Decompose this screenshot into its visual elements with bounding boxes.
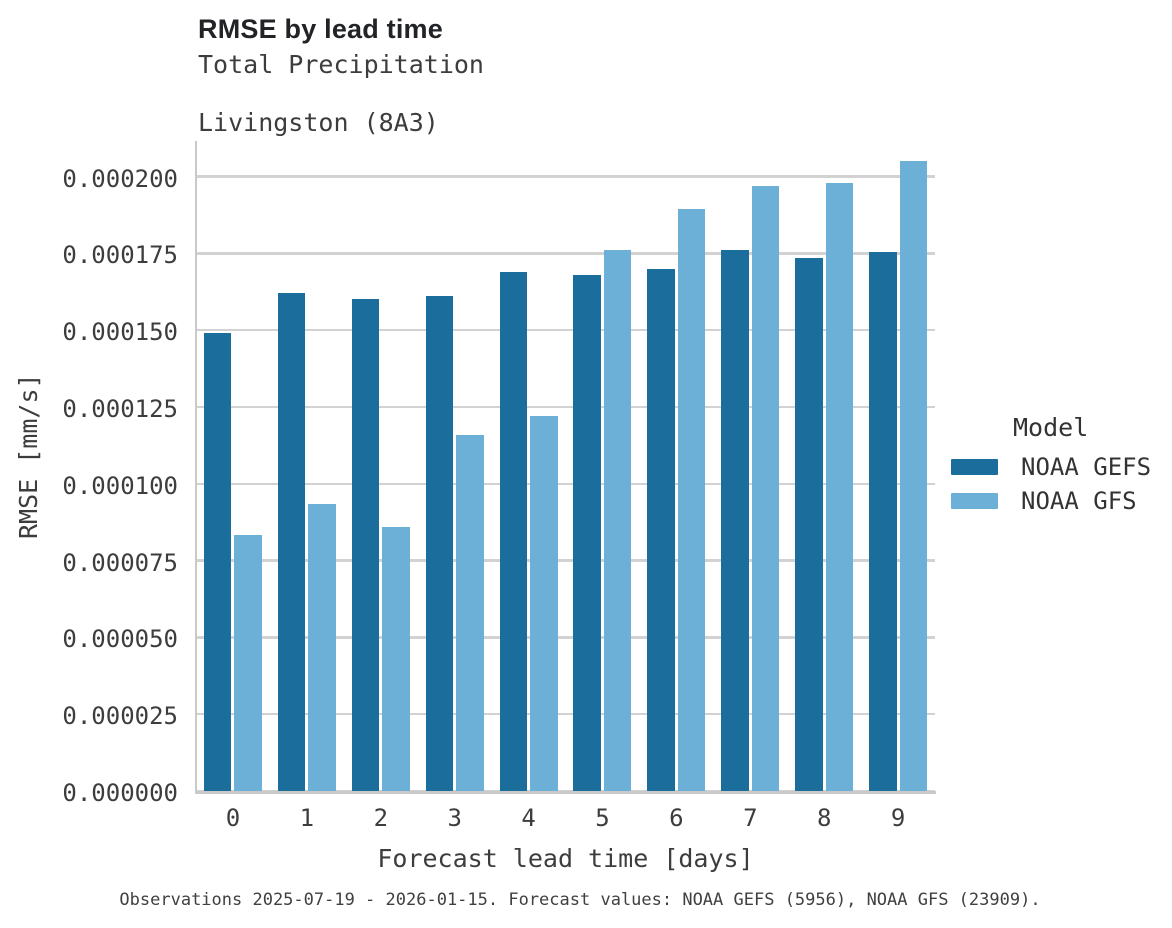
y-tick-label: 0.000125 — [62, 395, 178, 423]
legend-entry-noaa-gefs: NOAA GEFS — [951, 453, 1152, 481]
grid-line-0.000100 — [196, 482, 935, 485]
legend-swatch-noaa-gfs — [951, 493, 998, 509]
bar-noaa-gefs-lead-2 — [351, 299, 380, 791]
bar-noaa-gfs-lead-2 — [382, 527, 410, 791]
bar-noaa-gfs-lead-0 — [234, 534, 262, 791]
bar-noaa-gfs-lead-5 — [603, 250, 632, 791]
x-tick-label-9: 9 — [890, 804, 906, 832]
grid-line-0.000000 — [196, 789, 935, 793]
chart-subtitle: Total Precipitation Livingston (8A3) — [198, 50, 484, 137]
x-axis-title: Forecast lead time [days] — [377, 844, 754, 873]
bar-noaa-gfs-lead-6 — [677, 208, 706, 791]
y-axis-title: RMSE [mm/s] — [14, 373, 43, 539]
bar-noaa-gfs-lead-3 — [456, 434, 484, 791]
bar-noaa-gefs-lead-4 — [499, 271, 528, 791]
y-tick-label: 0.000075 — [62, 548, 178, 577]
legend-label-noaa-gfs: NOAA GFS — [1021, 487, 1137, 515]
subtitle-variable: Total Precipitation — [198, 50, 484, 79]
y-tick-label: 0.000050 — [62, 625, 178, 654]
bar-noaa-gefs-lead-1 — [277, 293, 306, 791]
y-tick-label: 0.000100 — [62, 471, 178, 500]
bar-noaa-gfs-lead-7 — [751, 185, 780, 791]
bar-noaa-gfs-lead-8 — [825, 182, 854, 791]
y-tick-label: 0.000025 — [62, 702, 178, 731]
grid-line-0.000125 — [196, 405, 935, 409]
x-tick-label-0: 0 — [225, 804, 241, 832]
x-tick-label-6: 6 — [669, 804, 684, 832]
bar-noaa-gefs-lead-7 — [721, 250, 749, 791]
grid-line-0.000175 — [196, 252, 935, 255]
bar-noaa-gefs-lead-5 — [573, 274, 601, 791]
caption: Observations 2025-07-19 - 2026-01-15. Fo… — [119, 890, 1041, 910]
legend-title: Model — [1013, 413, 1089, 442]
x-tick-label-5: 5 — [595, 804, 610, 832]
legend-entries: NOAA GEFS NOAA GFS — [951, 453, 1152, 515]
x-tick-label-1: 1 — [299, 804, 315, 832]
bar-noaa-gfs-lead-4 — [530, 415, 558, 791]
grid-line-0.000050 — [196, 636, 935, 639]
x-tick-label-3: 3 — [447, 804, 462, 832]
legend: Model NOAA GEFS NOAA GFS — [951, 413, 1151, 524]
y-axis-line — [195, 141, 198, 791]
x-axis-line — [195, 791, 936, 794]
bar-noaa-gefs-lead-3 — [425, 296, 454, 791]
bar-noaa-gefs-lead-0 — [203, 333, 232, 791]
legend-swatch-noaa-gefs — [951, 459, 998, 475]
bar-noaa-gfs-lead-1 — [308, 504, 336, 791]
subtitle-station: Livingston (8A3) — [198, 108, 439, 137]
grid-line-0.000025 — [196, 713, 935, 716]
bar-noaa-gefs-lead-6 — [647, 268, 675, 791]
plot-area — [195, 130, 936, 794]
legend-label-noaa-gefs: NOAA GEFS — [1021, 453, 1152, 481]
y-tick-label: 0.000175 — [62, 241, 178, 270]
x-tick-label-8: 8 — [816, 804, 832, 832]
chart-title: RMSE by lead time — [198, 14, 443, 44]
y-tick-label: 0.000200 — [62, 164, 178, 193]
bar-noaa-gefs-lead-8 — [795, 258, 823, 791]
grid-line-0.000200 — [196, 175, 935, 178]
x-tick-label-7: 7 — [743, 804, 758, 832]
y-tick-label: 0.000150 — [62, 318, 178, 347]
x-tick-label-4: 4 — [521, 804, 536, 832]
grid-line-0.000150 — [196, 329, 935, 332]
bar-noaa-gfs-lead-9 — [899, 161, 928, 791]
bar-noaa-gefs-lead-9 — [869, 251, 897, 791]
grid-line-0.000075 — [196, 559, 935, 562]
y-tick-label: 0.000000 — [62, 779, 178, 807]
x-tick-label-2: 2 — [373, 804, 389, 832]
legend-entry-noaa-gfs: NOAA GFS — [951, 487, 1151, 515]
